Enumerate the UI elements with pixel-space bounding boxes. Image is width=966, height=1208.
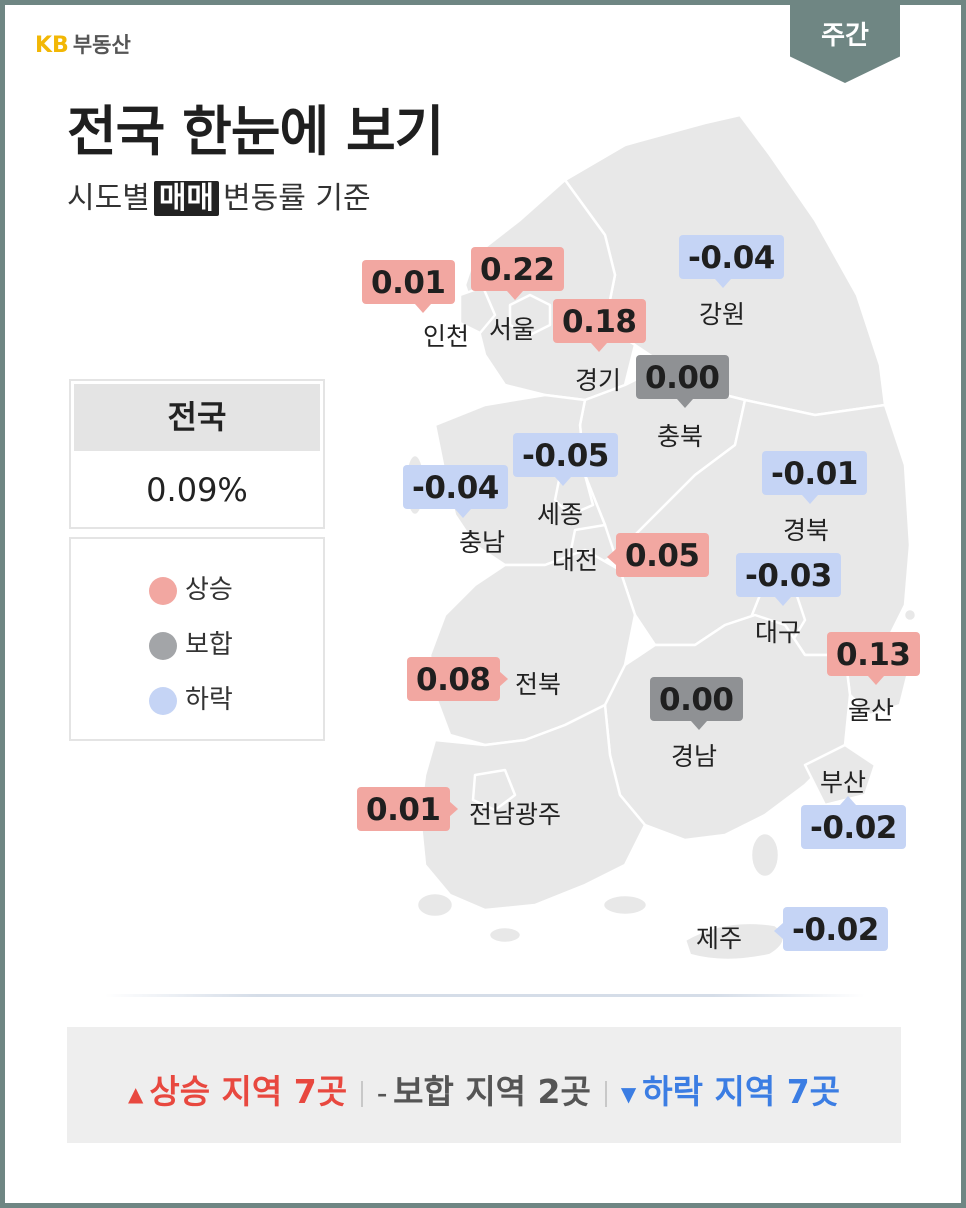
summary-bar: ▲ 상승 지역 7곳 – 보합 지역 2곳 ▼ 하락 지역 7곳 [67, 1027, 901, 1143]
page-subtitle: 시도별 매매 변동률 기준 [67, 173, 371, 217]
summary-down-count: 7곳 [786, 1072, 841, 1111]
dash-icon: – [377, 1081, 388, 1106]
legend-item-flat: 보합 [149, 624, 233, 661]
value-badge-gyeongbuk: -0.01 [762, 451, 867, 495]
summary-row: ▲ 상승 지역 7곳 – 보합 지역 2곳 ▼ 하락 지역 7곳 [67, 1065, 901, 1113]
national-label: 전국 [74, 384, 320, 451]
badge-pointer-ulsan [868, 676, 884, 685]
region-label-ulsan: 울산 [848, 696, 895, 725]
map-island-namhae [601, 893, 649, 917]
value-badge-incheon: 0.01 [362, 260, 455, 304]
badge-pointer-sejong [555, 477, 571, 486]
badge-pointer-seoul [507, 291, 523, 300]
region-label-seoul: 서울 [489, 315, 536, 344]
map-island-geoje [749, 831, 781, 879]
badge-pointer-jeonbuk [499, 671, 508, 687]
map-region-seoul [508, 293, 552, 337]
subtitle-prefix: 시도별 [67, 181, 150, 216]
legend-label-up: 상승 [185, 575, 233, 605]
value-badge-jeonnam-gwangju: 0.01 [357, 787, 450, 831]
value-badge-seoul: 0.22 [471, 247, 564, 291]
badge-pointer-gyeonggi [591, 343, 607, 352]
region-label-gyeongbuk: 경북 [783, 516, 830, 545]
down-triangle-icon: ▼ [620, 1081, 637, 1106]
badge-pointer-daegu [775, 597, 791, 606]
region-label-daegu: 대구 [755, 618, 802, 647]
value-badge-sejong: -0.05 [513, 433, 618, 477]
value-badge-daegu: -0.03 [736, 553, 841, 597]
region-label-gyeonggi: 경기 [575, 366, 622, 395]
subtitle-suffix: 변동률 기준 [223, 181, 371, 216]
brand-logo: KB 부동산 [35, 29, 131, 59]
national-value: 0.09% [146, 471, 248, 509]
map-island-jindo [415, 891, 455, 919]
badge-pointer-daejeon [607, 549, 616, 565]
region-label-jeonbuk: 전북 [515, 670, 562, 699]
legend-dot-flat [149, 631, 177, 660]
region-label-gangwon: 강원 [699, 300, 746, 329]
region-label-gyeongnam: 경남 [671, 742, 718, 771]
national-summary-box: 전국 0.09% [69, 379, 325, 529]
badge-pointer-busan [840, 796, 856, 805]
legend-dot-up [149, 576, 177, 605]
region-label-chungbuk: 충북 [657, 422, 704, 451]
value-badge-chungnam: -0.04 [403, 465, 508, 509]
map-island-wando [487, 925, 523, 945]
value-badge-ulsan: 0.13 [827, 632, 920, 676]
region-label-daejeon: 대전 [552, 546, 599, 575]
region-label-busan: 부산 [820, 768, 867, 797]
value-badge-chungbuk: 0.00 [636, 355, 729, 399]
brand-kb: KB [35, 33, 69, 58]
subtitle-highlight: 매매 [153, 181, 220, 216]
summary-flat: – 보합 지역 2곳 [377, 1072, 591, 1111]
badge-pointer-chungnam [455, 509, 471, 518]
region-label-jeonnam-gwangju: 전남광주 [469, 800, 562, 829]
value-badge-gangwon: -0.04 [679, 235, 784, 279]
map-region-busan [803, 743, 877, 807]
value-badge-gyeongnam: 0.00 [650, 677, 743, 721]
legend: 상승 보합 하락 [69, 537, 325, 741]
summary-flat-text: 보합 지역 [393, 1072, 527, 1111]
summary-separator [361, 1080, 364, 1107]
value-badge-jeonbuk: 0.08 [407, 657, 500, 701]
value-badge-daejeon: 0.05 [616, 533, 709, 577]
value-badge-jeju: -0.02 [783, 907, 888, 951]
brand-name: 부동산 [72, 33, 131, 57]
value-badge-gyeonggi: 0.18 [553, 299, 646, 343]
badge-pointer-gangwon [715, 279, 731, 288]
badge-pointer-jeju [774, 923, 783, 939]
legend-item-up: 상승 [149, 569, 233, 606]
region-label-jeju: 제주 [696, 924, 743, 953]
legend-dot-down [149, 686, 177, 715]
region-label-incheon: 인천 [423, 322, 470, 351]
summary-down-text: 하락 지역 [642, 1072, 776, 1111]
section-divider [105, 994, 865, 997]
region-label-chungnam: 충남 [459, 528, 506, 557]
region-label-sejong: 세종 [537, 500, 584, 529]
page-title: 전국 한눈에 보기 [67, 100, 444, 163]
map-island-ulleung [902, 607, 918, 623]
badge-pointer-gyeongnam [691, 721, 707, 730]
summary-up-text: 상승 지역 [149, 1072, 283, 1111]
badge-pointer-jeonnam-gwangju [449, 801, 458, 817]
summary-up-count: 7곳 [293, 1072, 348, 1111]
map-region-gwangju [471, 768, 517, 812]
up-triangle-icon: ▲ [127, 1081, 144, 1106]
summary-up: ▲ 상승 지역 7곳 [128, 1072, 347, 1111]
summary-separator [604, 1080, 607, 1107]
legend-item-down: 하락 [149, 679, 233, 716]
value-badge-busan: -0.02 [801, 805, 906, 849]
badge-pointer-gyeongbuk [802, 495, 818, 504]
infographic-card: KB 부동산 주간 전국 한눈에 보기 시도별 매매 변동률 기준 [5, 5, 961, 1203]
badge-pointer-incheon [415, 304, 431, 313]
badge-pointer-chungbuk [677, 399, 693, 408]
legend-label-down: 하락 [185, 685, 233, 715]
map-region-jeonnam [418, 703, 647, 912]
summary-down: ▼ 하락 지역 7곳 [621, 1072, 840, 1111]
summary-flat-count: 2곳 [537, 1072, 591, 1111]
legend-label-flat: 보합 [185, 630, 233, 660]
